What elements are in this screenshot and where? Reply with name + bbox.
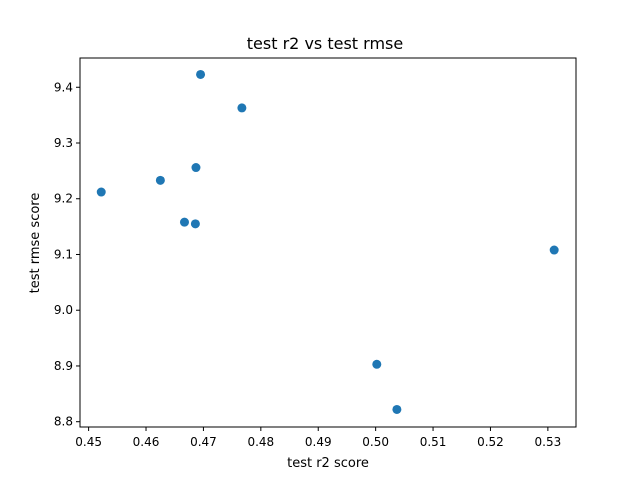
chart-title: test r2 vs test rmse	[247, 34, 403, 53]
y-tick-label: 9.3	[54, 136, 73, 150]
x-tick-label: 0.46	[133, 435, 160, 449]
x-axis-label: test r2 score	[287, 456, 369, 471]
y-axis-label: test rmse score	[28, 193, 43, 294]
y-tick-label: 9.2	[54, 192, 73, 206]
x-axis-ticks: 0.45 0.46 0.47 0.48 0.49 0.50 0.51 0.52 0.53	[75, 427, 561, 449]
scatter-point	[372, 359, 382, 369]
y-tick-label: 9.1	[54, 247, 73, 261]
x-tick-label: 0.52	[477, 435, 504, 449]
x-tick-label: 0.51	[420, 435, 447, 449]
y-axis-ticks: 8.8 8.9 9.0 9.1 9.2 9.3 9.4	[54, 80, 80, 429]
plot-frame	[79, 57, 577, 428]
scatter-point	[96, 187, 106, 197]
x-tick-label: 0.53	[535, 435, 562, 449]
scatter-point	[155, 175, 165, 185]
data-points	[96, 69, 559, 414]
x-tick-label: 0.48	[247, 435, 274, 449]
scatter-point	[179, 217, 189, 227]
plot-area	[79, 57, 577, 428]
scatter-point	[549, 245, 559, 255]
scatter-point	[237, 103, 247, 113]
y-tick-label: 9.4	[54, 80, 73, 94]
y-tick-label: 8.9	[54, 359, 73, 373]
scatter-point	[191, 163, 201, 173]
y-tick-label: 9.0	[54, 303, 73, 317]
scatter-point	[196, 69, 206, 79]
scatter-point	[190, 219, 200, 229]
scatter-point	[392, 404, 402, 414]
x-tick-label: 0.45	[75, 435, 102, 449]
x-tick-label: 0.50	[362, 435, 389, 449]
x-tick-label: 0.47	[190, 435, 217, 449]
y-tick-label: 8.8	[54, 415, 73, 429]
x-tick-label: 0.49	[305, 435, 332, 449]
